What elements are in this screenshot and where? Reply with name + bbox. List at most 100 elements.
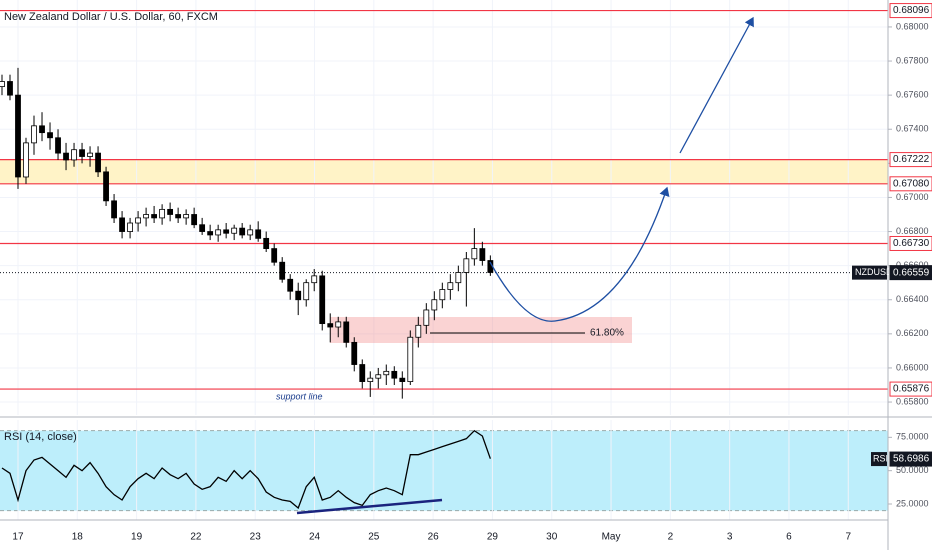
- level-label-text: 0.68096: [893, 5, 930, 16]
- candle-body: [471, 248, 478, 260]
- level-label-box: [889, 235, 932, 251]
- y-tick-label: 25.0000: [896, 498, 929, 508]
- rsi-value-box: [889, 451, 932, 467]
- y-tick-label: 0.68000: [896, 21, 929, 31]
- candle-body: [23, 142, 29, 178]
- candle-body: [303, 282, 310, 301]
- rsi-name-box: [871, 452, 887, 467]
- candle-body: [47, 132, 53, 139]
- symbol-box: [852, 265, 887, 280]
- y-tick-label: 0.65800: [896, 396, 929, 406]
- rsi-line: [1, 429, 491, 510]
- candle-body: [159, 208, 166, 219]
- candle-body: [295, 290, 302, 301]
- support-label: support line: [276, 391, 323, 401]
- x-tick-label: 18: [72, 532, 84, 543]
- candle-body: [343, 321, 350, 343]
- x-tick-label: 29: [487, 532, 499, 543]
- candle-body: [55, 137, 61, 154]
- candle-body: [119, 217, 125, 232]
- candle-body: [151, 214, 158, 219]
- rsi-support-line: [296, 498, 443, 515]
- candle-body: [199, 224, 206, 232]
- resistance-zone: [0, 159, 888, 184]
- candle-body: [39, 125, 45, 134]
- candle-body: [87, 152, 93, 157]
- y-tick-label: 50.0000: [896, 465, 929, 475]
- y-tick-label: 0.66000: [896, 362, 929, 372]
- y-tick-label: 75.0000: [896, 432, 929, 442]
- candle-body: [63, 152, 69, 161]
- y-tick-label: 0.66400: [896, 294, 929, 304]
- candle-body: [175, 214, 182, 219]
- x-tick-label: 3: [727, 532, 733, 543]
- candle-body: [103, 171, 109, 202]
- y-tick-label: 0.67600: [896, 90, 929, 100]
- rsi-value-text: 58.6986: [893, 454, 930, 465]
- x-tick-label: 23: [250, 532, 262, 543]
- background-layer: 0.65800 0.66000 0.66200 0.66400 0.66600 0.668…: [0, 0, 929, 520]
- candle-body: [375, 374, 382, 379]
- candle-body: [15, 94, 21, 178]
- current-price-text: 0.66559: [893, 267, 930, 278]
- candle-body: [247, 229, 254, 236]
- candle-body: [391, 370, 398, 379]
- x-tick-label: 30: [546, 532, 558, 543]
- level-label-box: [889, 152, 932, 168]
- forecast-arrow: [679, 16, 754, 154]
- y-tick-label: 0.67400: [896, 124, 929, 134]
- y-tick-label: 0.66600: [896, 260, 929, 270]
- y-tick-label: 0.67800: [896, 55, 929, 65]
- candle-body: [455, 272, 462, 284]
- candle-body: [231, 227, 238, 234]
- x-tick-label: 25: [368, 532, 380, 543]
- y-tick-label: 0.66800: [896, 226, 929, 236]
- candle-body: [31, 125, 37, 144]
- fib-label: 61.80%: [590, 328, 624, 339]
- x-tick-label: May: [602, 532, 621, 543]
- candle-body: [183, 214, 190, 219]
- rsi-name-text: RSI: [873, 453, 888, 463]
- candle-body: [79, 149, 85, 157]
- candle-body: [319, 275, 326, 325]
- level-label-text: 0.66730: [893, 238, 930, 249]
- level-label-text: 0.67080: [893, 178, 930, 189]
- candle-body: [311, 275, 318, 284]
- candle-body: [0, 81, 5, 88]
- candle-body: [399, 377, 406, 382]
- fib-zone: [330, 317, 632, 343]
- candle-body: [167, 208, 174, 215]
- label-layer: 0.68096 0.67222 0.67080 0.66730 0.65876 NZDUS…: [12, 3, 932, 543]
- candle-body: [279, 261, 286, 280]
- x-tick-label: 6: [786, 532, 792, 543]
- x-tick-label: 2: [668, 532, 674, 543]
- candle-body: [479, 248, 486, 261]
- candle-body: [255, 229, 262, 239]
- candle-body: [263, 237, 270, 249]
- mark-layer: [0, 9, 888, 510]
- rsi-title: RSI (14, close): [4, 431, 77, 443]
- x-tick-label: 19: [131, 532, 143, 543]
- level-label-box: [889, 381, 932, 397]
- chart-title: New Zealand Dollar / U.S. Dollar, 60, FX…: [4, 11, 218, 23]
- x-tick-label: 7: [845, 532, 851, 543]
- x-tick-label: 26: [428, 532, 440, 543]
- candle-body: [447, 282, 454, 290]
- candle-body: [95, 152, 101, 173]
- candle-body: [143, 214, 149, 219]
- symbol-text: NZDUSD: [855, 267, 893, 277]
- candle-body: [383, 370, 390, 376]
- current-price-box: [889, 265, 932, 281]
- candle-body: [431, 299, 438, 311]
- candle-body: [71, 149, 77, 161]
- candle-body: [191, 214, 198, 226]
- level-label-box: [889, 3, 932, 19]
- candle-body: [415, 324, 422, 338]
- forecast-curve: [489, 186, 670, 322]
- candle-body: [423, 309, 430, 326]
- level-label-text: 0.65876: [893, 384, 930, 395]
- level-label-box: [889, 176, 932, 192]
- candle-body: [239, 227, 246, 236]
- candle-body: [111, 200, 117, 219]
- candle-body: [7, 81, 13, 96]
